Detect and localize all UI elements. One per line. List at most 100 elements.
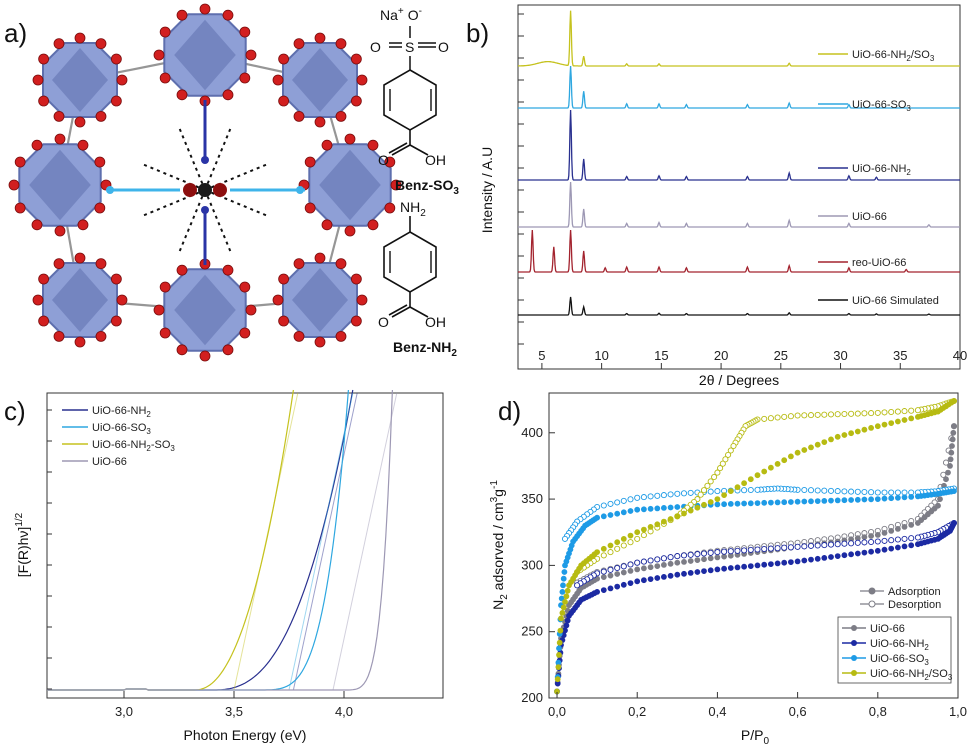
oxygen-atom — [350, 273, 362, 285]
coordination-ray — [204, 189, 271, 218]
oxygen-atom — [239, 327, 251, 339]
adsorption-point — [854, 550, 861, 557]
adsorption-point — [600, 587, 607, 593]
desorption-point — [654, 492, 661, 499]
oxygen-atom — [38, 315, 50, 327]
adsorption-point — [768, 561, 774, 567]
linker-end-atom — [201, 156, 209, 164]
adsorption-point — [701, 501, 707, 508]
adsorption-point — [794, 498, 801, 505]
desorption-point — [727, 447, 734, 454]
adsorption-point — [781, 559, 788, 566]
adsorption-point — [895, 544, 901, 551]
oxygen-atom — [110, 95, 122, 107]
guest-atom — [213, 183, 227, 197]
desorption-point — [647, 557, 654, 564]
adsorption-point — [694, 557, 701, 563]
oxygen-atom — [335, 110, 347, 122]
desorption-point — [561, 535, 569, 542]
adsorption-point — [554, 676, 561, 683]
guest-atom — [198, 183, 212, 197]
coordination-ray — [139, 189, 206, 218]
oxygen-atom — [356, 74, 368, 86]
desorption-point — [807, 542, 815, 549]
desorption-point — [614, 545, 621, 552]
oxygen-atom — [77, 139, 89, 151]
oxygen-atom — [278, 273, 290, 285]
oxygen-atom — [159, 281, 171, 293]
desorption-point — [787, 544, 794, 551]
adsorption-point — [868, 424, 874, 431]
adsorption-point — [947, 462, 953, 469]
oxygen-right-label: O — [438, 39, 449, 55]
adsorption-point — [654, 563, 661, 569]
desorption-point — [861, 488, 868, 496]
adsorption-point — [594, 589, 600, 595]
adsorption-point — [951, 520, 957, 526]
oxygen-atom — [350, 95, 362, 107]
adsorption-point — [600, 574, 607, 580]
tauc-curve — [47, 389, 294, 691]
x-axis-title-d: P/P0 — [741, 727, 770, 747]
oxygen-atom — [74, 252, 86, 264]
adsorption-point — [561, 569, 568, 575]
desorption-point — [767, 545, 774, 552]
desorption-point — [781, 544, 788, 551]
oxygen-atom — [222, 264, 234, 276]
xrd-pattern-line — [518, 229, 960, 273]
xrd-pattern-line — [518, 109, 960, 181]
adsorption-point — [943, 476, 949, 483]
adsorption-point — [908, 493, 915, 500]
adsorption-point — [559, 589, 566, 595]
oxygen-atom — [344, 225, 356, 237]
amine-label: NH2 — [400, 199, 426, 219]
adsorption-point — [607, 585, 614, 592]
oxygen-atom — [239, 72, 251, 84]
desorption-point — [914, 534, 921, 541]
desorption-point — [667, 554, 674, 561]
adsorption-point — [814, 555, 821, 562]
oxygen-atom — [314, 252, 326, 264]
adsorption-point — [714, 554, 721, 561]
zr-octahedron — [319, 149, 381, 221]
desorption-point — [620, 563, 627, 570]
adsorption-point — [721, 565, 727, 572]
adsorption-point — [808, 444, 814, 451]
adsorption-point — [788, 559, 794, 565]
x-tick-label: 30 — [833, 348, 847, 363]
legend-label: UiO-66-SO3 — [870, 653, 929, 667]
desorption-point — [914, 407, 921, 414]
adsorption-point — [814, 441, 821, 448]
oxygen-atom — [222, 344, 234, 356]
desorption-point — [747, 546, 754, 553]
desorption-point — [640, 558, 647, 565]
oxygen-atom — [38, 95, 50, 107]
desorption-point — [700, 550, 708, 557]
adsorption-point — [661, 562, 667, 568]
zr-octahedron — [292, 48, 348, 112]
oxygen-atom — [54, 133, 66, 145]
desorption-point — [660, 492, 667, 499]
oxygen-atom — [222, 9, 234, 21]
desorption-point — [827, 487, 835, 494]
desorption-point — [801, 543, 808, 550]
oxygen-atom — [344, 133, 356, 145]
legend-label: UiO-66-NH2 — [92, 405, 151, 419]
desorption-point — [888, 489, 895, 496]
oxygen-atom — [278, 95, 290, 107]
legend-c: UiO-66-NH2 UiO-66-SO3 UiO-66-NH2-SO3 UiO-66 — [62, 405, 175, 468]
x-tick-label: 0,4 — [708, 704, 726, 719]
adsorption-point — [607, 572, 614, 579]
linker-end-atom — [201, 206, 209, 214]
plot-frame-b — [517, 4, 961, 370]
desorption-point — [894, 489, 901, 496]
legend-label: UiO-66 — [870, 623, 905, 635]
adsorption-point — [808, 556, 814, 563]
oxygen-atom — [31, 139, 43, 151]
oxygen-atom — [199, 350, 211, 362]
legend-label: UiO-66-NH2-SO3 — [92, 439, 175, 453]
desorption-point — [634, 535, 641, 542]
adsorption-point — [667, 572, 674, 579]
x-axis-title-c: Photon Energy (eV) — [184, 727, 307, 743]
